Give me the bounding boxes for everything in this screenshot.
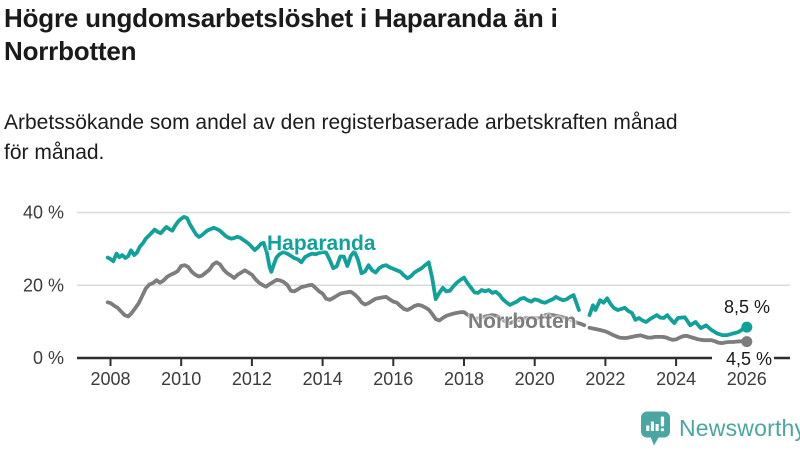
newsworthy-logo-icon (641, 411, 670, 446)
x-tick-label: 2008 (90, 369, 130, 389)
end-value-label-norrbotten: 4,5 % (712, 349, 774, 369)
logo-exclamation-bar (660, 416, 665, 427)
logo-bar-1 (646, 425, 650, 431)
newsworthy-logo[interactable]: Newsworthy (640, 411, 800, 446)
x-tick-label: 2010 (161, 369, 201, 389)
series-line-haparanda (105, 214, 581, 312)
x-tick-label: 2026 (727, 369, 767, 389)
logo-bar-3 (655, 424, 659, 431)
y-tick-label: 0 % (33, 348, 64, 368)
y-tick-label: 40 % (23, 203, 64, 223)
series-end-dot-haparanda (741, 321, 753, 333)
newsworthy-logo-text: Newsworthy (679, 415, 800, 441)
end-value-label-haparanda: 8,5 % (723, 297, 770, 317)
chart-title: Högre ungdomsarbetslöshet i Haparanda än… (4, 3, 558, 66)
x-tick-label: 2020 (515, 369, 555, 389)
x-tick-label: 2018 (444, 369, 484, 389)
series-line-norrbotten (587, 325, 749, 346)
x-tick-label: 2012 (232, 369, 272, 389)
x-tick-label: 2022 (585, 369, 625, 389)
logo-exclamation-dot (660, 428, 665, 432)
series-end-dot-norrbotten (741, 336, 753, 348)
x-tick-label: 2016 (373, 369, 413, 389)
logo-bar-2 (650, 421, 654, 431)
series-label-norrbotten: Norrbotten (468, 310, 577, 333)
logo-bubble-shape (641, 411, 670, 446)
series-label-haparanda: Haparanda (267, 232, 376, 255)
series-line-norrbotten (105, 260, 587, 328)
series-line-haparanda (587, 296, 749, 338)
x-tick-label: 2024 (656, 369, 696, 389)
x-tick-label: 2014 (303, 369, 343, 389)
chart-subtitle: Arbetssökande som andel av den registerb… (4, 111, 678, 165)
y-tick-label: 20 % (23, 275, 64, 295)
